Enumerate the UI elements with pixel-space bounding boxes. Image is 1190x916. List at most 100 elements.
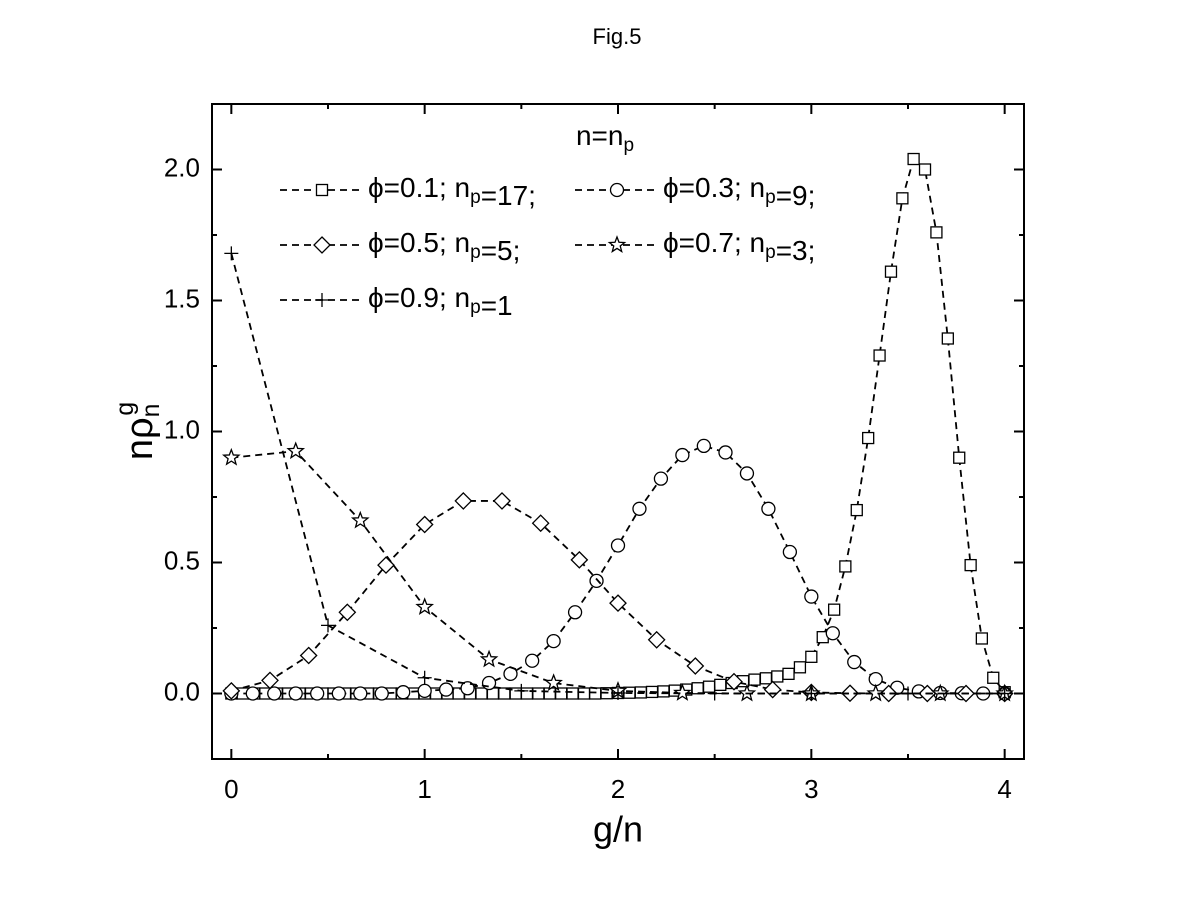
data-point [577, 687, 591, 700]
data-point [675, 447, 690, 463]
legend-title: n=np [576, 120, 634, 156]
data-point [221, 447, 241, 466]
data-point [475, 687, 488, 700]
data-point [224, 246, 239, 261]
data-point [839, 560, 852, 573]
y-axis-label: nρng [112, 402, 165, 460]
data-point [415, 515, 434, 534]
data-point [718, 445, 733, 460]
data-point [610, 538, 626, 553]
legend-label: ϕ=0.5; np=5; [368, 227, 520, 266]
data-point [454, 492, 473, 510]
data-point [288, 686, 303, 701]
data-point [350, 510, 370, 529]
data-point [964, 558, 977, 572]
data-point [479, 649, 499, 668]
data-point [525, 653, 540, 668]
series-line [231, 450, 1005, 695]
data-point [862, 431, 875, 445]
data-point [299, 646, 318, 665]
data-point [544, 673, 563, 691]
data-point [611, 685, 625, 700]
x-tick-label: 2 [611, 774, 625, 804]
data-point [868, 671, 883, 687]
data-point [673, 683, 692, 701]
data-point [827, 603, 841, 616]
data-point [997, 686, 1012, 701]
legend-marker [313, 236, 331, 254]
data-point [460, 681, 475, 696]
data-point [841, 684, 859, 703]
chart-title: Fig.5 [593, 24, 642, 49]
data-point [873, 349, 886, 362]
data-point [975, 632, 989, 645]
legend-label: ϕ=0.3; np=9; [663, 172, 815, 211]
data-point [825, 626, 840, 641]
legend-marker [609, 182, 625, 198]
data-point [901, 686, 915, 701]
data-point [632, 501, 647, 516]
data-point [267, 686, 282, 701]
data-point [748, 673, 761, 686]
data-point [286, 441, 306, 460]
data-point [514, 683, 529, 698]
data-point [609, 594, 627, 613]
data-point [417, 683, 432, 699]
data-point [546, 633, 561, 649]
data-point [222, 681, 241, 700]
legend-marker [315, 293, 329, 307]
data-point [415, 597, 435, 615]
data-point [520, 687, 534, 700]
data-point [804, 686, 819, 701]
data-point [589, 687, 602, 700]
x-tick-label: 3 [804, 774, 818, 804]
y-tick-label: 2.0 [164, 152, 200, 182]
y-tick-label: 1.5 [164, 283, 200, 313]
data-point [850, 503, 863, 517]
data-point [759, 672, 773, 685]
data-point [884, 265, 898, 278]
y-tick-label: 0.0 [164, 676, 200, 706]
data-point [531, 514, 550, 533]
data-point [707, 686, 722, 701]
data-point [686, 657, 705, 675]
data-point [782, 544, 798, 560]
x-tick-label: 4 [997, 774, 1011, 804]
data-point [555, 687, 568, 700]
data-point [953, 451, 966, 464]
data-point [532, 687, 545, 700]
data-point [930, 226, 943, 239]
data-point [847, 654, 862, 670]
x-tick-label: 0 [224, 774, 238, 804]
data-point [804, 589, 819, 604]
data-point [793, 661, 807, 674]
legend-marker [607, 235, 627, 253]
legend-label: ϕ=0.7; np=3; [663, 227, 815, 266]
data-point [896, 192, 909, 205]
legend-label: ϕ=0.1; np=17; [368, 172, 536, 211]
data-point [653, 471, 669, 486]
data-point [691, 682, 704, 695]
data-point [245, 686, 260, 701]
x-tick-label: 1 [417, 774, 431, 804]
data-point [331, 686, 346, 701]
data-point [714, 678, 727, 692]
data-point [702, 680, 716, 693]
series-line [231, 444, 1005, 695]
data-point [987, 671, 1000, 684]
data-point [761, 501, 776, 516]
data-point [493, 492, 511, 510]
data-point [782, 667, 795, 680]
data-point [570, 550, 589, 569]
data-point [805, 650, 818, 663]
data-point [866, 683, 886, 702]
data-point [417, 670, 432, 685]
data-point [438, 682, 454, 697]
data-point [566, 687, 579, 700]
data-point [310, 686, 325, 701]
data-point [353, 686, 368, 701]
data-point [261, 671, 279, 690]
series-line [230, 253, 1005, 695]
data-point [763, 680, 782, 699]
